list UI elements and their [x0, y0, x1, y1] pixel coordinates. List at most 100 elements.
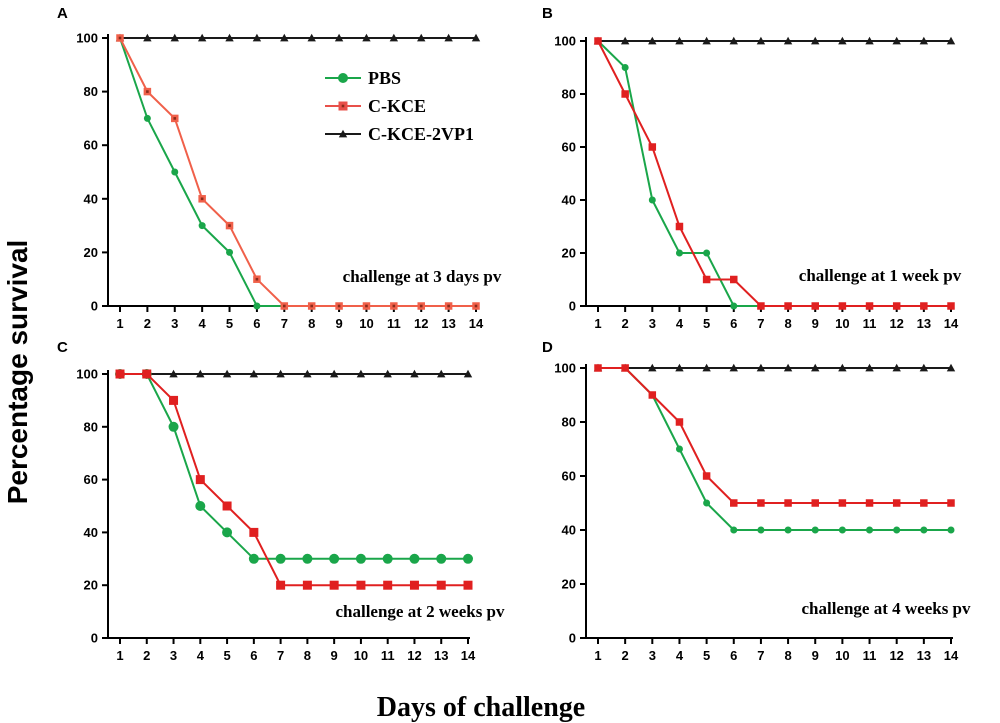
y-tick-label: 40 [562, 193, 576, 208]
data-point [621, 364, 629, 372]
x-tick-label: 6 [250, 648, 257, 663]
data-point [222, 501, 232, 511]
data-point [222, 527, 233, 538]
data-point-center [146, 90, 149, 93]
data-point [334, 33, 344, 42]
data-point [811, 499, 819, 507]
series-line [598, 367, 951, 504]
data-point [648, 363, 657, 372]
y-tick-label: 0 [569, 631, 576, 646]
data-point [703, 499, 711, 507]
data-point [756, 36, 766, 45]
y-tick-label: 60 [84, 472, 98, 487]
data-point [866, 526, 874, 534]
x-tick-label: 3 [649, 316, 656, 331]
data-point [252, 33, 262, 42]
x-tick-label: 8 [304, 648, 311, 663]
data-point [383, 580, 393, 590]
data-point [729, 36, 738, 45]
data-point [463, 553, 473, 564]
data-point [811, 302, 819, 310]
data-point [222, 369, 232, 378]
data-point [757, 526, 765, 534]
x-tick-label: 12 [889, 316, 903, 331]
x-tick-label: 14 [461, 648, 476, 663]
data-point [302, 580, 312, 590]
data-point [196, 369, 205, 378]
series-pbs [115, 369, 473, 564]
x-tick-label: 4 [199, 316, 207, 331]
data-point [248, 553, 259, 564]
data-point [275, 553, 286, 564]
x-tick-label: 10 [359, 316, 373, 331]
data-point [417, 33, 426, 42]
x-tick-label: 14 [944, 648, 959, 663]
panel-caption: challenge at 3 days pv [343, 267, 502, 286]
data-point [648, 391, 657, 399]
data-point [946, 36, 956, 45]
x-tick-label: 5 [226, 316, 233, 331]
panel-label: A [57, 5, 68, 22]
data-point [356, 369, 366, 378]
x-tick-label: 1 [116, 648, 123, 663]
data-point [115, 369, 125, 379]
data-point [947, 302, 955, 310]
data-point [648, 36, 657, 45]
series-c-kce-2vp1 [593, 363, 956, 372]
data-point [702, 36, 711, 45]
data-point [226, 248, 234, 256]
x-tick-label: 9 [812, 316, 819, 331]
legend-label: C-KCE-2VP1 [368, 124, 474, 144]
x-tick-label: 11 [863, 648, 877, 663]
series-line [119, 37, 476, 307]
y-tick-label: 100 [76, 31, 98, 46]
data-point [302, 553, 313, 564]
data-point [675, 363, 684, 372]
x-tick-label: 4 [197, 648, 205, 663]
x-tick-label: 11 [863, 316, 877, 331]
y-tick-label: 40 [84, 525, 98, 540]
data-point-center [118, 36, 122, 40]
x-tick-label: 14 [469, 316, 484, 331]
data-point [919, 363, 929, 372]
data-point [893, 526, 901, 534]
x-tick-label: 7 [281, 316, 288, 331]
x-tick-label: 12 [889, 648, 903, 663]
y-tick-label: 100 [554, 361, 576, 376]
data-point [675, 418, 684, 426]
x-tick-label: 1 [594, 316, 601, 331]
x-tick-label: 13 [917, 648, 931, 663]
y-tick-label: 80 [84, 84, 98, 99]
data-point-center [255, 277, 259, 281]
y-tick-label: 0 [569, 299, 576, 314]
legend-marker [338, 73, 348, 83]
data-point [303, 369, 312, 378]
data-point [169, 369, 178, 378]
data-point [946, 363, 956, 372]
y-tick-label: 20 [84, 245, 98, 260]
y-tick-label: 60 [562, 140, 576, 155]
x-tick-label: 3 [171, 316, 178, 331]
y-tick-label: 60 [84, 138, 98, 153]
y-tick-label: 20 [84, 578, 98, 593]
data-point [865, 363, 874, 372]
data-point [356, 580, 366, 590]
data-point [648, 196, 656, 204]
data-point [730, 275, 738, 284]
data-point-center [392, 304, 396, 308]
y-tick-label: 40 [84, 191, 98, 206]
data-point [307, 33, 316, 42]
legend-marker [338, 129, 348, 138]
legend-marker-center [341, 104, 345, 108]
x-tick-label: 8 [784, 316, 791, 331]
data-point [702, 472, 711, 480]
x-tick-label: 8 [308, 316, 315, 331]
x-tick-label: 5 [703, 316, 710, 331]
data-point [947, 499, 955, 507]
data-point [838, 499, 847, 507]
data-point [471, 33, 481, 42]
x-tick-label: 1 [116, 316, 123, 331]
